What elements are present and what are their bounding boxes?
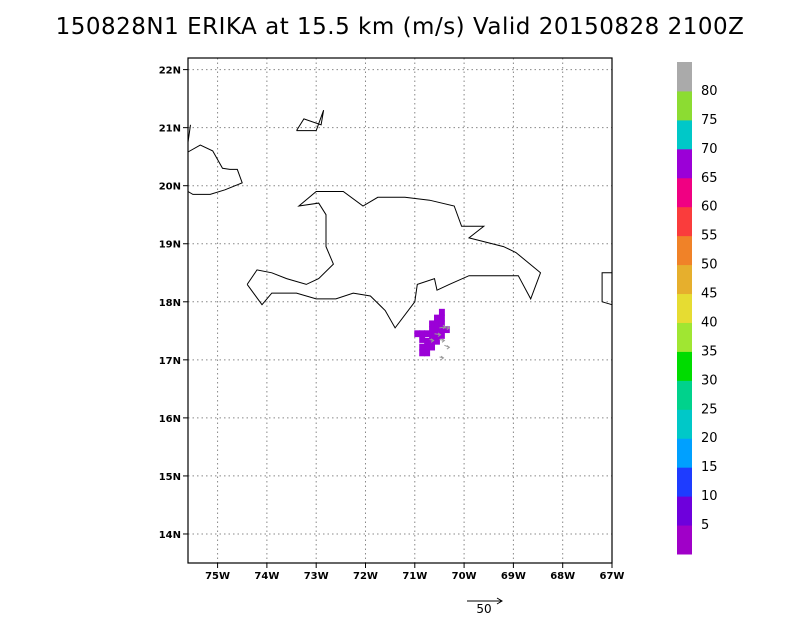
wind-cell xyxy=(424,343,431,351)
map-frame xyxy=(187,57,613,564)
wind-vector xyxy=(439,338,446,343)
wind-cell xyxy=(434,326,440,334)
colorbar-swatch xyxy=(677,177,692,208)
colorbar-swatch xyxy=(677,148,692,179)
lat-tick-label: 15N xyxy=(159,472,181,483)
colorbar-swatch xyxy=(677,438,692,468)
colorbar-swatch xyxy=(677,206,692,237)
colorbar-label: 35 xyxy=(701,344,718,359)
wind-cell xyxy=(424,349,431,357)
lon-tick-label: 74W xyxy=(254,571,279,582)
reference-vector-label: 50 xyxy=(476,602,491,616)
lon-tick-label: 72W xyxy=(353,571,378,582)
colorbar-swatch xyxy=(677,380,692,410)
wind-cell xyxy=(429,326,436,334)
colorbar-swatch xyxy=(677,351,692,381)
wind-cell xyxy=(429,332,436,339)
wind-vector xyxy=(444,325,451,331)
lat-tick-label: 14N xyxy=(159,530,181,541)
lon-tick-label: 68W xyxy=(550,571,575,582)
colorbar: 5 10 15 20 25 30 35 40 45 50 55 60 65 70 75 80 xyxy=(677,62,718,555)
wind-cell xyxy=(419,336,426,343)
colorbar-swatch xyxy=(677,119,692,150)
wind-speed-shading xyxy=(414,308,450,357)
coastline xyxy=(246,191,542,329)
lon-tick-label: 70W xyxy=(452,571,477,582)
wind-vector xyxy=(434,332,442,337)
colorbar-swatch xyxy=(677,90,692,121)
wind-cell xyxy=(434,320,440,328)
wind-cell xyxy=(434,314,440,322)
colorbar-swatch xyxy=(677,293,692,323)
wind-cell xyxy=(424,337,431,345)
wind-cell xyxy=(429,343,436,351)
gridlines xyxy=(188,58,613,563)
colorbar-swatch xyxy=(677,467,692,497)
lon-tick-label: 73W xyxy=(304,571,329,582)
map-title: 150828N1 ERIKA at 15.5 km (m/s) Valid 20… xyxy=(55,14,745,40)
colorbar-label: 55 xyxy=(701,229,718,244)
colorbar-label: 30 xyxy=(701,373,718,388)
lon-tick-label: 75W xyxy=(205,571,230,582)
colorbar-label: 20 xyxy=(701,431,718,446)
lat-tick-label: 16N xyxy=(159,414,181,425)
lat-tick-label: 18N xyxy=(159,298,181,309)
wind-vector xyxy=(439,355,445,361)
coastline xyxy=(601,272,613,306)
colorbar-label: 25 xyxy=(701,402,718,417)
wind-vectors xyxy=(429,324,451,361)
lon-tick-label: 71W xyxy=(402,571,427,582)
reference-arrowhead xyxy=(496,597,503,605)
colorbar-label: 70 xyxy=(701,142,718,157)
colorbar-swatch xyxy=(677,409,692,439)
colorbar-label: 40 xyxy=(701,315,718,330)
colorbar-swatch xyxy=(677,62,692,92)
lat-tick-label: 21N xyxy=(159,124,181,135)
lat-tick-label: 22N xyxy=(159,66,181,77)
wind-cell xyxy=(419,349,426,357)
colorbar-label: 5 xyxy=(701,518,709,533)
colorbar-swatch xyxy=(677,235,692,266)
wind-cell xyxy=(419,343,426,351)
wind-vector xyxy=(444,344,451,350)
lon-tick-label: 69W xyxy=(501,571,526,582)
coastline xyxy=(296,110,325,132)
lat-tick-label: 19N xyxy=(159,240,181,251)
lat-tick-label: 17N xyxy=(159,356,181,367)
colorbar-swatch xyxy=(677,496,692,526)
colorbar-label: 15 xyxy=(701,460,718,475)
colorbar-label: 45 xyxy=(701,287,718,302)
lat-tick-label: 20N xyxy=(159,182,181,193)
wind-vector xyxy=(439,324,447,330)
wind-cell xyxy=(438,308,445,316)
wind-cell xyxy=(438,326,445,334)
wind-cell xyxy=(438,314,445,322)
wind-cell xyxy=(438,332,445,339)
coastline xyxy=(187,144,243,195)
wind-cell xyxy=(434,337,440,345)
colorbar-swatch xyxy=(677,525,692,555)
wind-cell xyxy=(419,330,426,338)
colorbar-label: 50 xyxy=(701,258,718,273)
reference-vector: 50 xyxy=(467,597,503,616)
colorbar-label: 65 xyxy=(701,171,718,186)
colorbar-label: 10 xyxy=(701,489,718,504)
colorbar-swatch xyxy=(677,322,692,352)
lon-tick-label: 67W xyxy=(600,571,625,582)
colorbar-label: 75 xyxy=(701,113,718,128)
wind-cell xyxy=(424,330,431,338)
colorbar-label: 60 xyxy=(701,200,718,215)
axis-ticks: 75W 74W 73W 72W 71W 70W 69W 68W 67W 14N 15N 16N 17N 1… xyxy=(159,66,625,582)
colorbar-swatch xyxy=(677,264,692,295)
coastlines xyxy=(187,110,613,329)
wind-vector xyxy=(429,338,435,343)
wind-cell xyxy=(429,320,436,328)
colorbar-label: 80 xyxy=(701,84,718,99)
wind-cell xyxy=(438,320,445,328)
wind-cell xyxy=(414,330,421,338)
wind-cell xyxy=(434,332,440,339)
